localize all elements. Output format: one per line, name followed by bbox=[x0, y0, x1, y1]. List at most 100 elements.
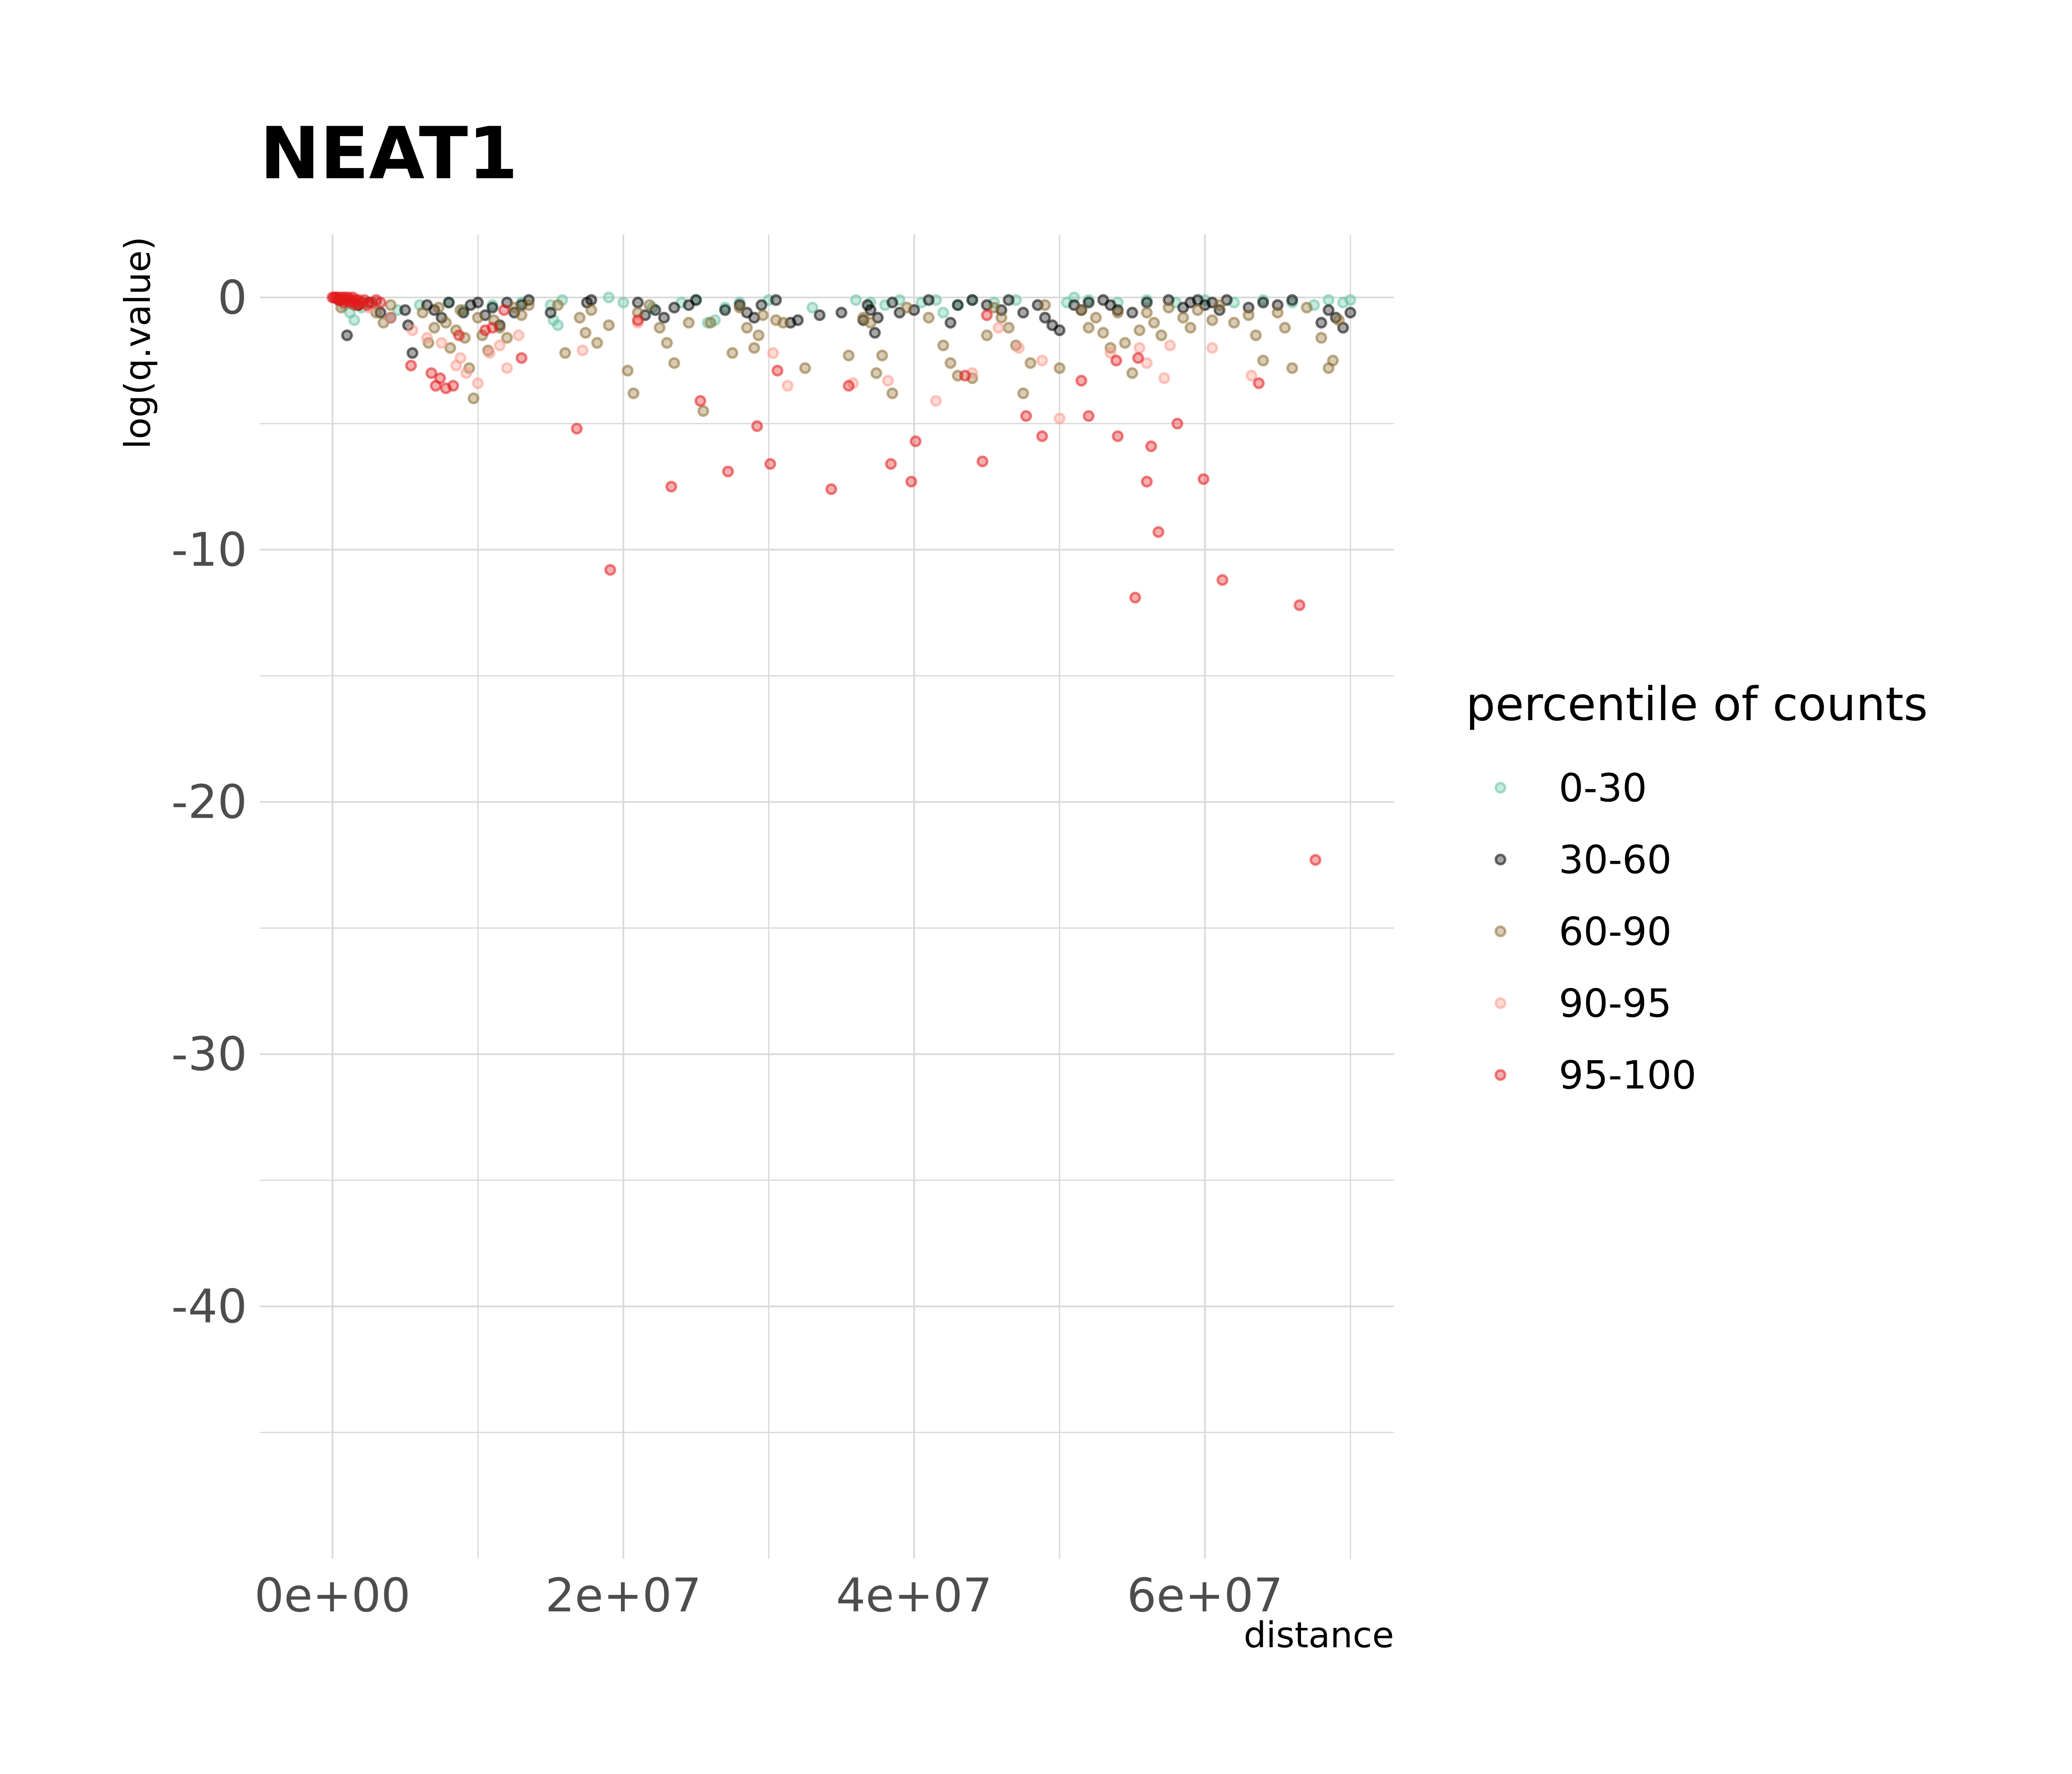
data-point bbox=[1097, 327, 1109, 339]
data-point bbox=[945, 317, 957, 329]
chart-title: NEAT1 bbox=[260, 112, 518, 196]
data-point bbox=[1036, 430, 1048, 442]
data-point bbox=[1164, 339, 1176, 351]
data-point bbox=[341, 329, 353, 341]
data-point bbox=[1301, 302, 1313, 314]
legend-key bbox=[1495, 854, 1506, 865]
data-point bbox=[1152, 526, 1165, 538]
legend: percentile of counts 0-30 30-60 60-90 90-95… bbox=[1466, 677, 1928, 1098]
data-point bbox=[981, 309, 993, 321]
data-point bbox=[882, 375, 894, 387]
data-point bbox=[722, 465, 734, 478]
data-point bbox=[755, 299, 768, 311]
legend-key bbox=[1495, 925, 1506, 937]
data-point bbox=[814, 309, 826, 321]
data-point bbox=[603, 319, 615, 331]
data-point bbox=[901, 302, 913, 314]
data-point bbox=[1286, 362, 1298, 374]
data-point bbox=[1327, 354, 1339, 367]
data-point bbox=[643, 299, 656, 311]
data-point bbox=[421, 332, 433, 344]
data-point bbox=[1002, 321, 1015, 334]
data-point bbox=[425, 367, 438, 379]
data-point bbox=[661, 337, 673, 349]
data-point bbox=[552, 319, 564, 331]
data-point bbox=[428, 321, 441, 334]
data-point bbox=[585, 304, 597, 316]
data-point bbox=[617, 297, 629, 309]
data-point bbox=[1323, 304, 1335, 316]
data-point bbox=[585, 294, 597, 306]
data-point bbox=[515, 352, 528, 364]
data-point bbox=[757, 309, 769, 321]
legend-label: 0-30 bbox=[1559, 765, 1647, 811]
data-point bbox=[726, 347, 738, 359]
data-point bbox=[1310, 854, 1322, 866]
data-point bbox=[825, 483, 837, 495]
data-point bbox=[571, 422, 583, 435]
data-point bbox=[1315, 332, 1327, 344]
x-tick-label: 6e+07 bbox=[1127, 1568, 1283, 1622]
data-point bbox=[1141, 476, 1153, 488]
data-point bbox=[705, 317, 717, 329]
data-point bbox=[494, 339, 506, 351]
data-point bbox=[1083, 321, 1095, 334]
data-points bbox=[327, 291, 1356, 866]
data-point bbox=[406, 347, 419, 359]
data-point bbox=[909, 435, 922, 447]
data-point bbox=[923, 294, 935, 306]
x-tick-label: 2e+07 bbox=[545, 1568, 702, 1622]
y-tick-label: -10 bbox=[171, 522, 247, 577]
data-point bbox=[399, 304, 411, 316]
data-point bbox=[1286, 294, 1298, 306]
data-point bbox=[981, 329, 993, 341]
data-point bbox=[1112, 307, 1124, 319]
data-point bbox=[384, 299, 397, 311]
data-point bbox=[1158, 372, 1171, 384]
data-point bbox=[966, 294, 978, 306]
data-point bbox=[1293, 599, 1306, 611]
data-point bbox=[992, 321, 1005, 334]
data-point bbox=[1020, 410, 1032, 422]
data-point bbox=[1075, 375, 1087, 387]
x-tick-label: 0e+00 bbox=[254, 1568, 411, 1622]
data-point bbox=[632, 314, 644, 326]
data-point bbox=[455, 352, 466, 364]
data-point bbox=[870, 367, 882, 379]
data-point bbox=[498, 304, 510, 316]
data-point bbox=[937, 307, 949, 319]
data-point bbox=[1323, 294, 1335, 306]
data-point bbox=[1129, 591, 1141, 604]
data-point bbox=[668, 357, 681, 369]
data-point bbox=[690, 294, 702, 306]
data-point bbox=[512, 329, 525, 341]
data-point bbox=[468, 392, 479, 405]
data-point bbox=[864, 304, 877, 316]
data-point bbox=[748, 342, 760, 354]
data-point bbox=[1054, 362, 1066, 374]
data-point bbox=[501, 332, 513, 344]
data-point bbox=[864, 317, 877, 329]
data-point bbox=[1112, 430, 1124, 442]
data-point bbox=[1017, 387, 1029, 400]
data-point bbox=[1344, 307, 1356, 319]
data-point bbox=[1198, 473, 1210, 485]
data-point bbox=[1344, 294, 1356, 306]
data-point bbox=[444, 342, 456, 354]
data-point bbox=[1252, 377, 1265, 389]
data-point bbox=[433, 302, 445, 314]
data-point bbox=[771, 365, 784, 377]
data-point bbox=[668, 302, 681, 314]
data-point bbox=[1141, 307, 1153, 319]
data-point bbox=[1141, 357, 1153, 369]
legend-label: 95-100 bbox=[1559, 1053, 1696, 1098]
data-point bbox=[1090, 312, 1102, 324]
data-point bbox=[1257, 297, 1269, 309]
data-point bbox=[434, 372, 446, 384]
data-point bbox=[1024, 357, 1037, 369]
data-point bbox=[632, 297, 644, 309]
grid bbox=[260, 234, 1394, 1559]
data-point bbox=[764, 458, 776, 470]
data-point bbox=[1192, 304, 1204, 316]
data-point bbox=[937, 339, 949, 351]
